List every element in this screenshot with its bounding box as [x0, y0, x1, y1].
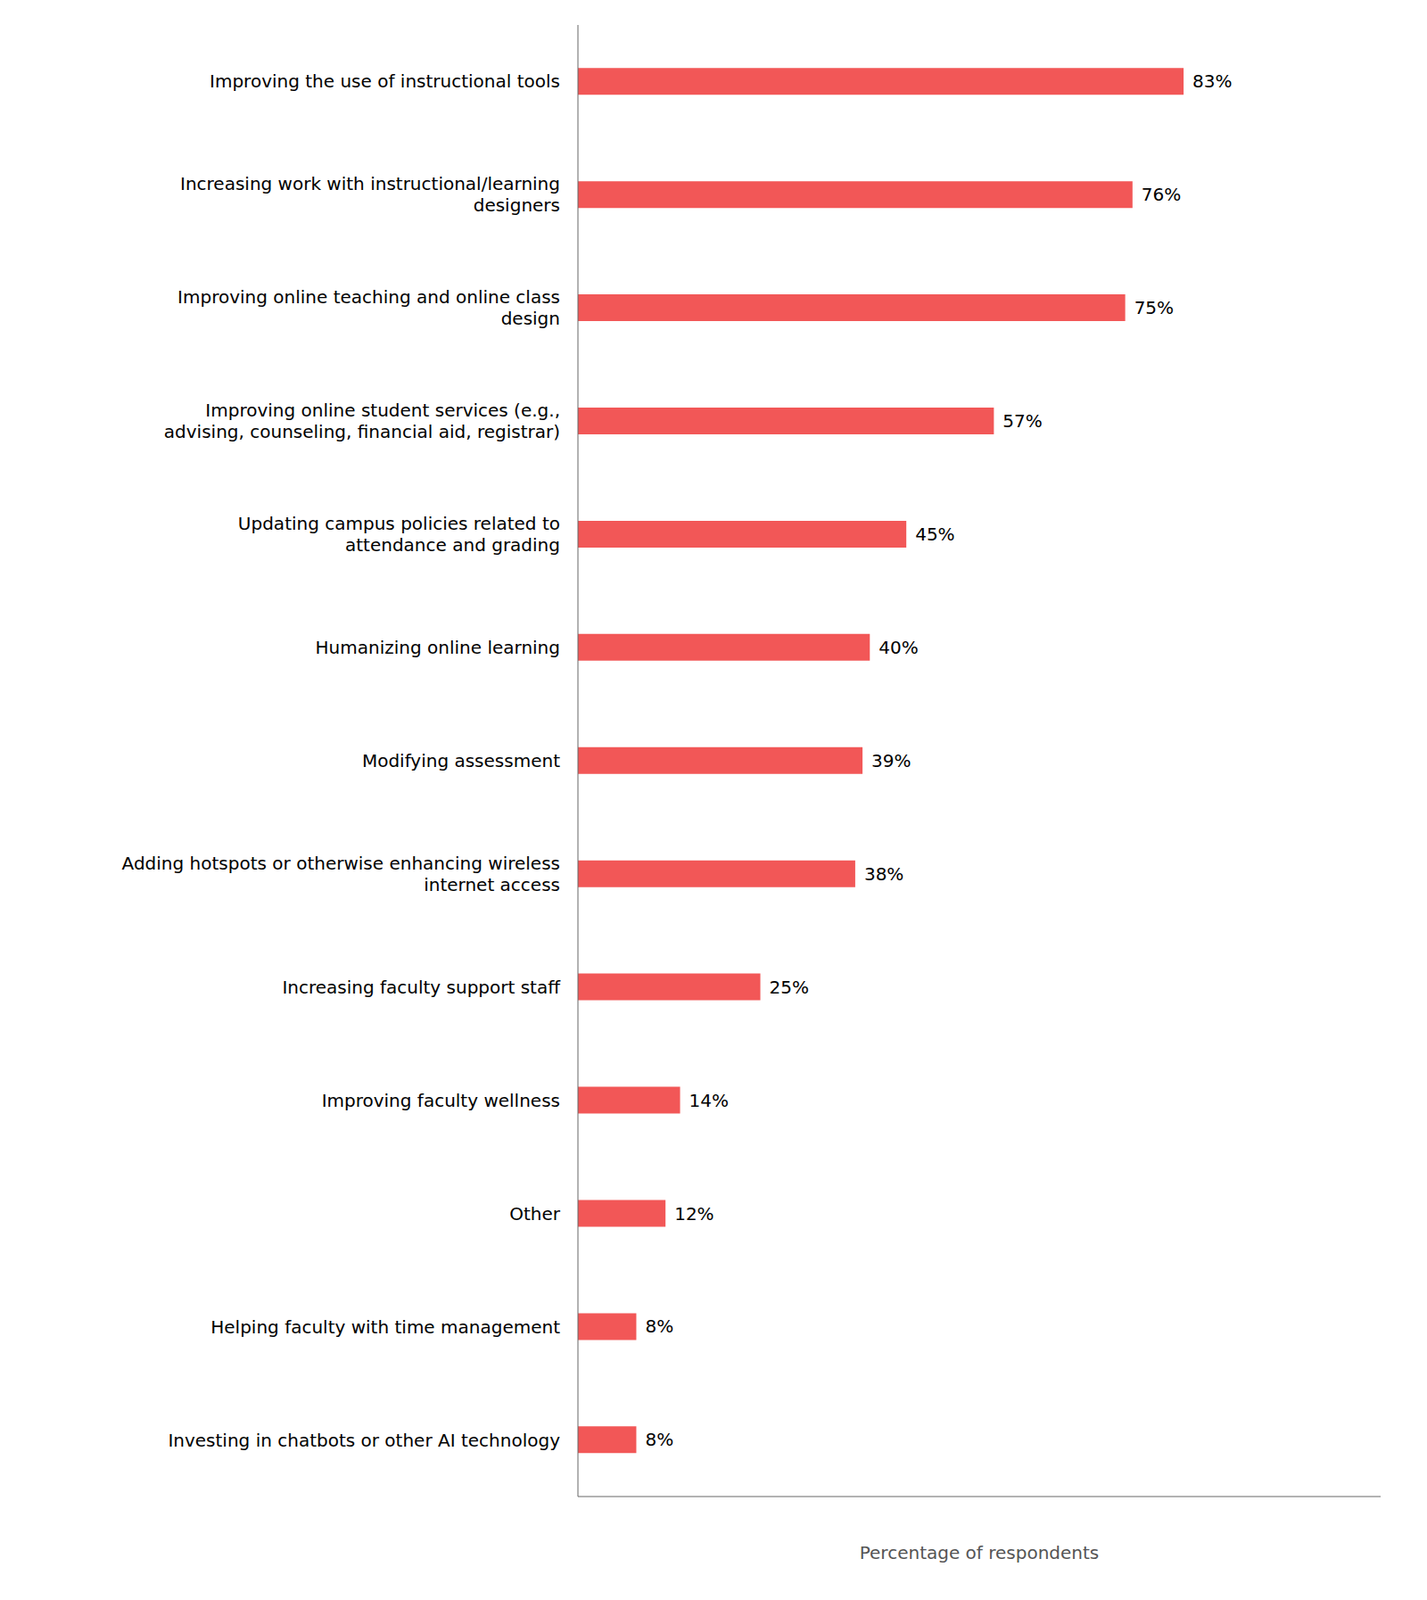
svg-text:Improving the use of instructi: Improving the use of instructional tools [209, 70, 561, 92]
svg-text:25%: 25% [769, 976, 809, 999]
svg-text:Improving online student servi: Improving online student services (e.g.,… [164, 399, 561, 443]
svg-text:Percentage of respondents: Percentage of respondents [859, 1542, 1100, 1564]
svg-text:83%: 83% [1192, 70, 1232, 92]
svg-text:57%: 57% [1002, 410, 1042, 432]
svg-text:Increasing faculty support sta: Increasing faculty support staff [281, 976, 561, 999]
svg-text:Adding hotspots or otherwise e: Adding hotspots or otherwise enhancing w… [122, 852, 561, 896]
svg-text:14%: 14% [689, 1089, 729, 1112]
svg-text:38%: 38% [864, 863, 904, 885]
svg-text:75%: 75% [1134, 296, 1174, 319]
svg-text:Modifying assessment: Modifying assessment [362, 750, 561, 772]
svg-text:Investing in chatbots or other: Investing in chatbots or other AI techno… [167, 1429, 561, 1452]
svg-text:39%: 39% [871, 750, 911, 772]
svg-text:40%: 40% [878, 636, 918, 659]
svg-text:Increasing work with instructi: Increasing work with instructional/learn… [180, 173, 561, 216]
svg-text:Humanizing online learning: Humanizing online learning [315, 636, 561, 659]
svg-text:Updating campus policies relat: Updating campus policies related toatten… [238, 512, 561, 556]
svg-text:8%: 8% [644, 1428, 674, 1451]
svg-text:Improving online teaching and: Improving online teaching and online cla… [177, 286, 561, 330]
svg-text:76%: 76% [1141, 183, 1181, 206]
svg-text:Helping faculty with time mana: Helping faculty with time management [210, 1316, 561, 1338]
svg-text:8%: 8% [644, 1315, 674, 1337]
svg-text:Improving faculty wellness: Improving faculty wellness [321, 1089, 561, 1112]
svg-text:12%: 12% [674, 1203, 714, 1225]
svg-text:Other: Other [509, 1203, 561, 1225]
svg-text:45%: 45% [915, 523, 955, 545]
